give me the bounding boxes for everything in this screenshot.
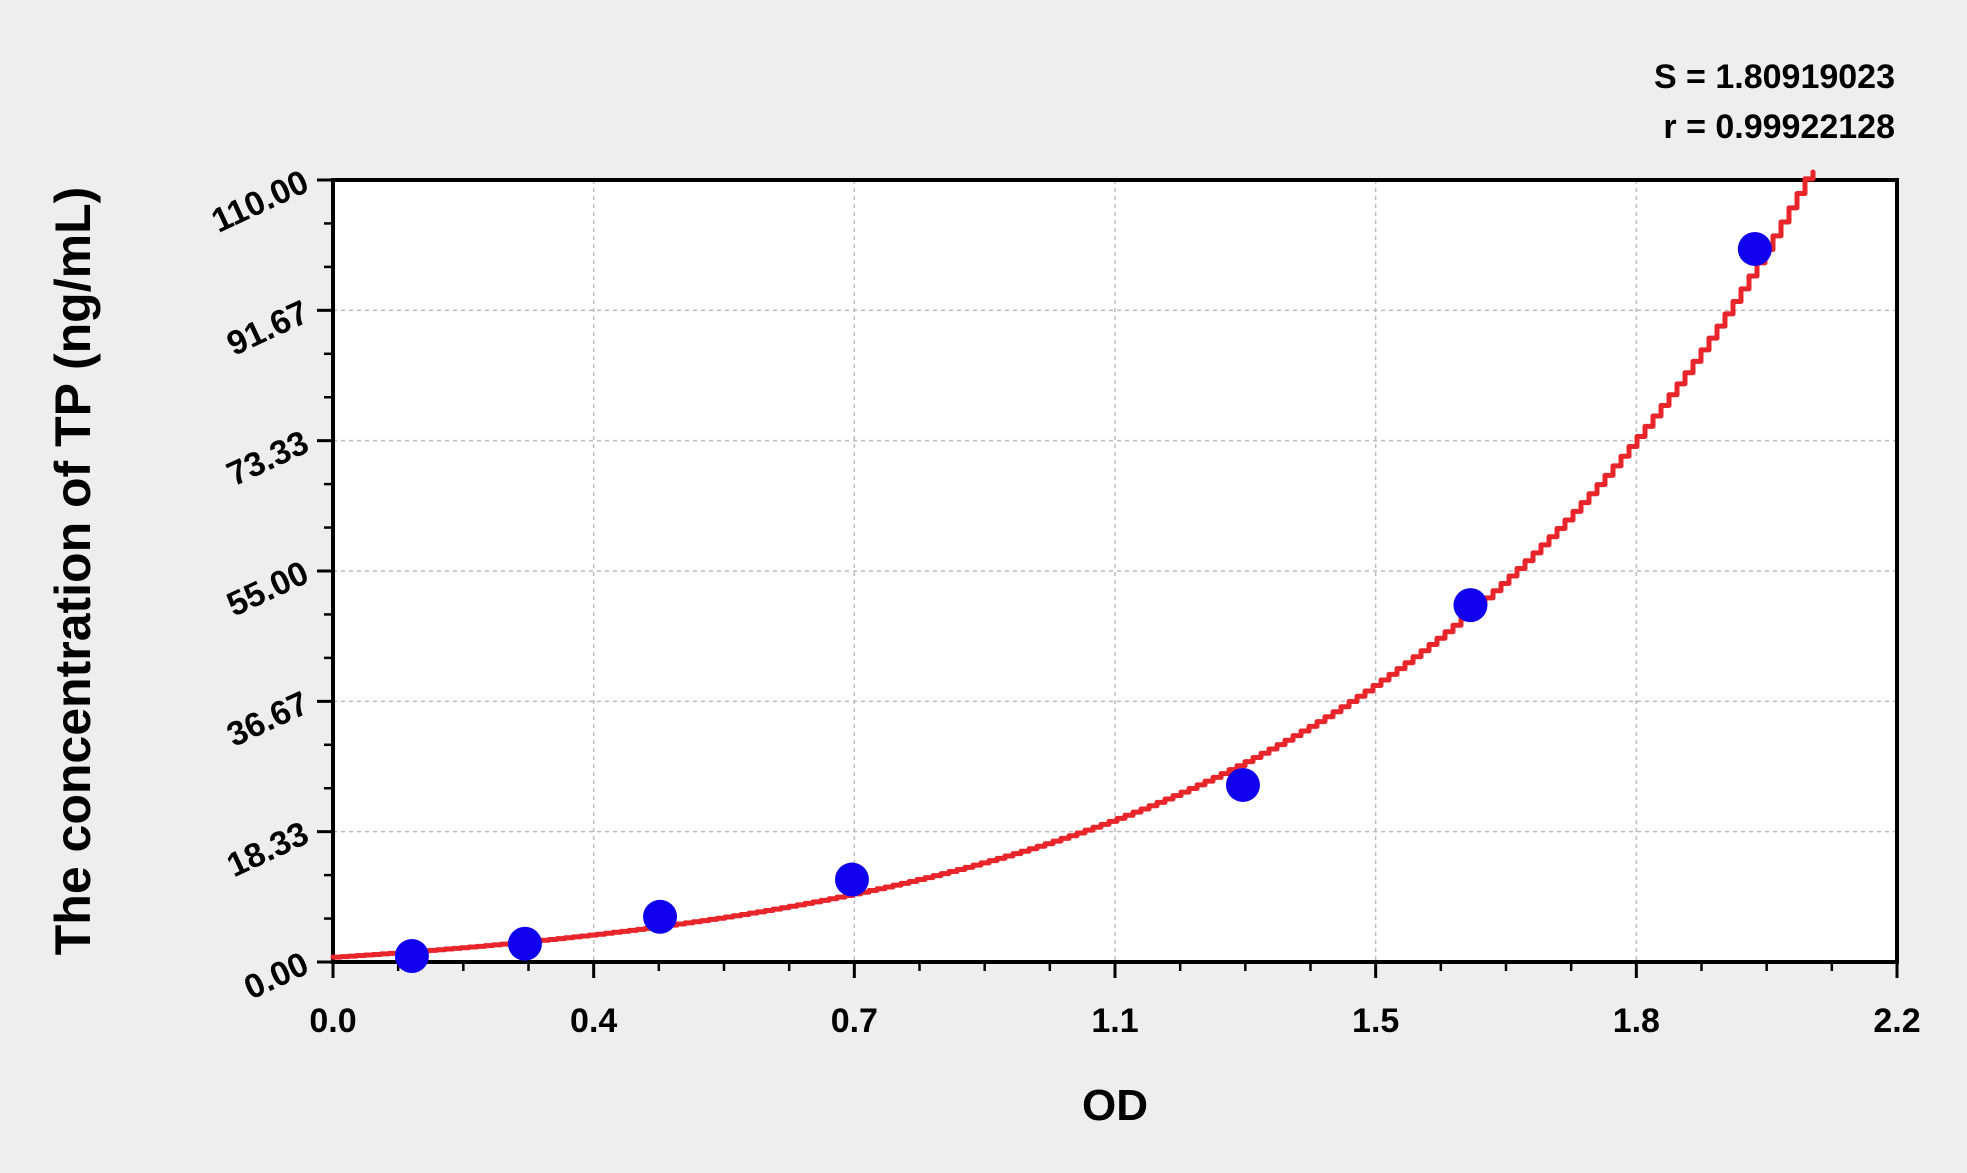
svg-text:0.4: 0.4 xyxy=(570,1002,617,1040)
svg-text:0.0: 0.0 xyxy=(309,1002,356,1040)
svg-text:2.2: 2.2 xyxy=(1873,1002,1920,1040)
svg-text:1.1: 1.1 xyxy=(1091,1002,1138,1040)
svg-text:r = 0.99922128: r = 0.99922128 xyxy=(1663,108,1895,146)
svg-text:OD: OD xyxy=(1082,1081,1148,1130)
svg-text:S = 1.80919023: S = 1.80919023 xyxy=(1654,58,1895,96)
svg-text:1.8: 1.8 xyxy=(1613,1002,1660,1040)
svg-text:1.5: 1.5 xyxy=(1352,1002,1399,1040)
svg-text:The concentration of TP (ng/mL: The concentration of TP (ng/mL) xyxy=(45,187,101,956)
svg-text:0.7: 0.7 xyxy=(831,1002,878,1040)
